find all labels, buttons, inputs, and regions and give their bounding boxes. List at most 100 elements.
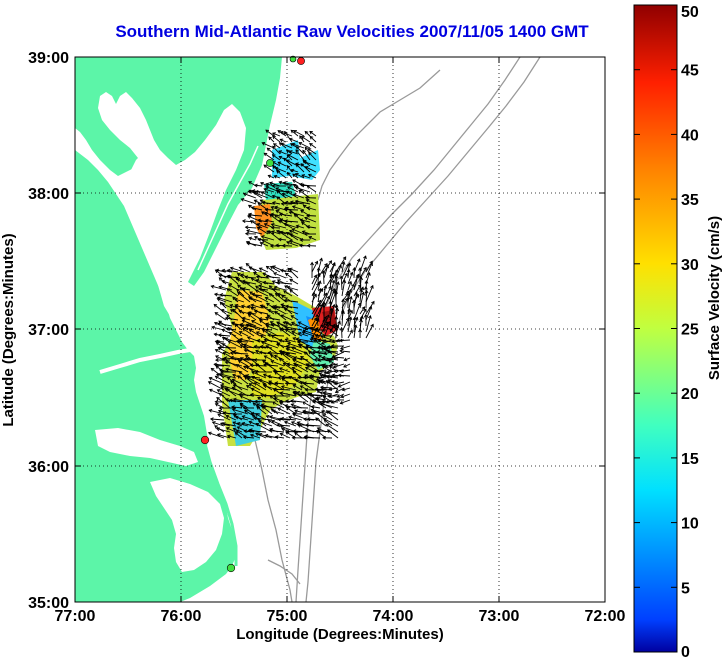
velocity-arrow-head [306,243,311,248]
velocity-arrow-head [246,241,251,246]
velocity-arrow-head [299,385,304,389]
velocity-arrow-head [253,358,258,362]
velocity-arrow [221,329,237,337]
velocity-arrow-head [316,345,321,350]
velocity-arrow [251,376,267,385]
velocity-arrow-head [213,321,218,326]
velocity-arrow-head [224,337,229,341]
velocity-arrow-head [304,130,309,135]
velocity-arrow-head [295,149,299,154]
velocity-arrow [225,389,243,397]
velocity-arrow-head [239,395,244,399]
velocity-arrow-head [290,129,295,134]
velocity-arrow-head [217,413,222,417]
velocity-arrow-head [334,274,339,279]
velocity-arrow-head [243,409,248,414]
velocity-arrow-head [249,220,254,224]
velocity-arrow-head [279,328,284,332]
velocity-arrow-head [272,388,277,392]
velocity-arrow [293,390,309,403]
velocity-arrow-head [290,421,295,425]
velocity-arrow-head [304,428,309,433]
velocity-arrow-head [275,229,280,234]
velocity-arrow-head [326,314,330,318]
velocity-arrow-head [208,388,213,393]
station-marker [297,57,305,65]
velocity-arrow-head [226,376,231,381]
velocity-arrow [347,308,350,327]
velocity-arrow-head [285,149,290,154]
velocity-arrow-head [288,229,293,234]
velocity-arrow-head [275,342,280,347]
velocity-arrow-head [216,397,220,401]
velocity-arrow-head [313,274,318,279]
velocity-arrow-head [244,275,248,280]
velocity-arrow [248,214,263,217]
velocity-arrow-head [247,428,252,433]
velocity-arrow [218,320,227,327]
velocity-arrow-head [299,243,303,248]
colorbar [633,4,678,653]
velocity-arrow-head [283,298,288,303]
velocity-arrow-head [352,299,356,304]
velocity-arrow [234,298,245,303]
velocity-arrow [257,219,269,223]
velocity-arrow-head [287,342,292,346]
velocity-arrow-head [219,372,223,377]
velocity-arrow-head [280,314,285,318]
velocity-arrow [208,432,225,439]
velocity-arrow-head [303,326,308,331]
velocity-arrow-head [319,380,324,384]
velocity-arrow-head [236,273,241,277]
velocity-arrow-head [299,218,304,223]
velocity-arrow-head [239,344,244,348]
velocity-arrow-head [286,362,291,367]
velocity-arrow [338,381,351,388]
velocity-arrow [281,418,297,421]
velocity-arrow [321,339,333,345]
velocity-arrow-head [325,399,330,404]
velocity-arrow [261,289,275,297]
velocity-arrow-head [348,288,353,293]
velocity-arrow-head [324,322,329,327]
velocity-arrow-head [328,365,333,369]
velocity-arrow-head [283,325,288,330]
velocity-arrow [226,288,239,297]
velocity-arrow-head [285,344,290,349]
velocity-arrow [324,419,333,427]
velocity-arrow [335,325,338,339]
station-marker [266,159,274,167]
velocity-arrow-head [322,390,327,395]
velocity-arrow-head [337,373,342,378]
velocity-arrow-head [305,198,310,203]
velocity-arrow-head [234,415,239,420]
velocity-arrow [267,334,285,337]
velocity-arrow [287,154,299,161]
velocity-arrow [323,286,332,303]
velocity-arrow [240,287,251,297]
velocity-arrow-head [240,304,245,309]
velocity-arrow [276,196,287,205]
velocity-arrow-head [248,311,253,316]
velocity-arrow [311,303,321,321]
velocity-arrow-head [358,328,362,333]
velocity-arrow-head [292,405,296,410]
velocity-arrow-head [306,417,311,422]
velocity-arrow-head [259,241,264,246]
velocity-arrow-head [256,226,261,231]
velocity-arrow-head [261,288,266,293]
velocity-arrow-head [286,171,291,176]
velocity-arrow-head [370,323,374,328]
velocity-arrow-head [244,326,248,330]
velocity-arrow-head [214,348,219,353]
velocity-arrow-head [215,427,220,432]
velocity-arrow-head [268,428,273,433]
velocity-arrow-head [299,238,304,242]
velocity-arrow-head [264,211,269,216]
velocity-arrow [293,193,305,199]
velocity-arrow-head [253,309,258,314]
velocity-arrow [340,369,351,372]
velocity-arrow-head [241,415,246,419]
velocity-arrow [257,227,269,235]
velocity-arrow-head [211,421,216,425]
